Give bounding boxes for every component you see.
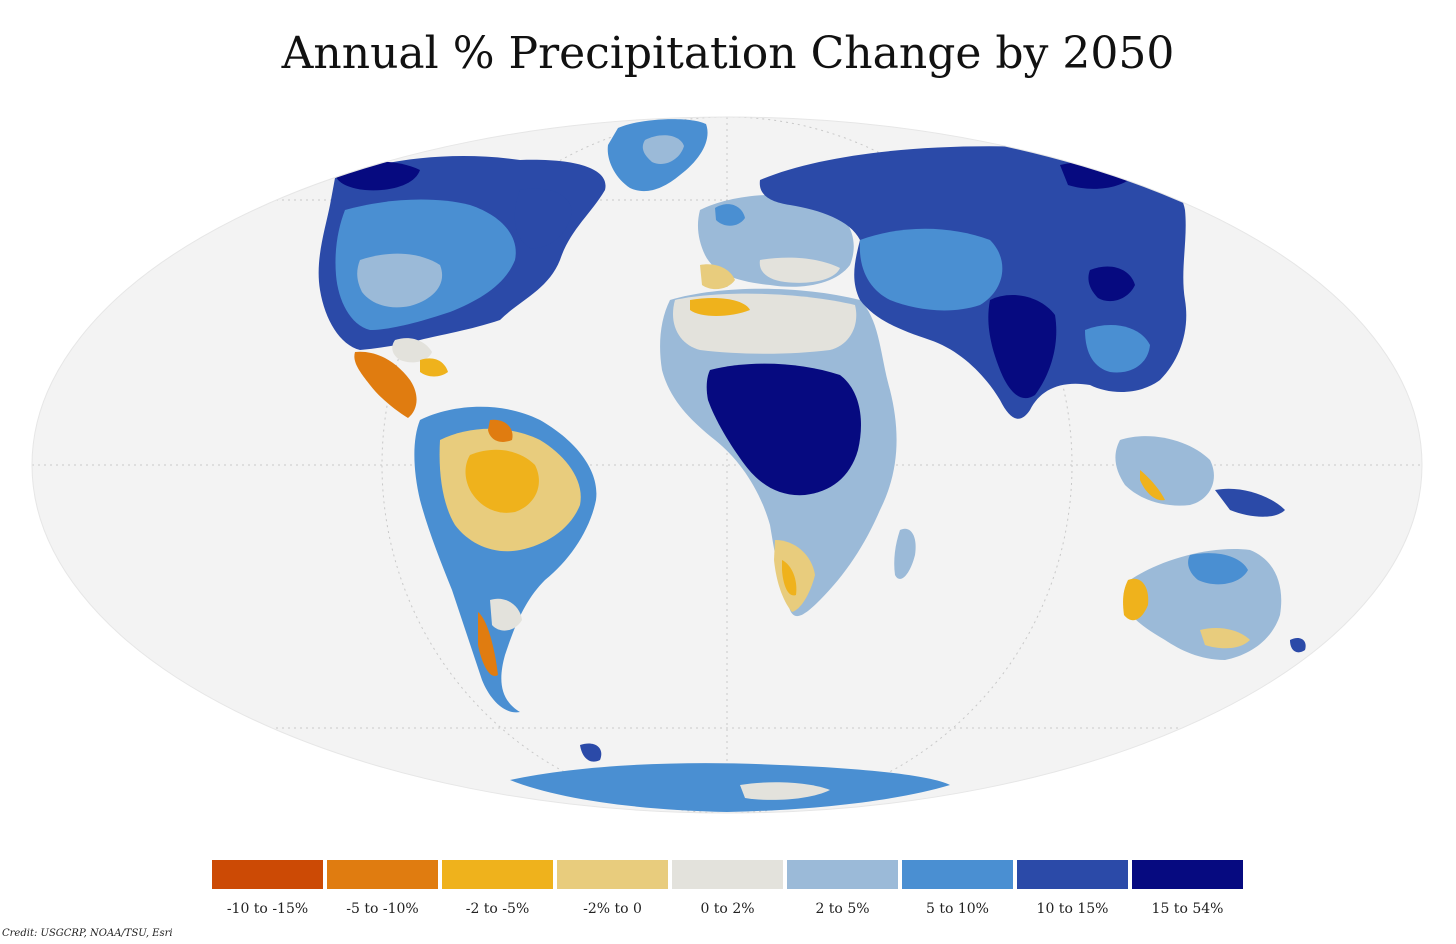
legend-swatch (1017, 860, 1128, 889)
legend-swatch (442, 860, 553, 889)
region-north-america (318, 156, 606, 363)
credit-text: Credit: USGCRP, NOAA/TSU, Esri (2, 928, 173, 939)
legend: -10 to -15% -5 to -10% -2 to -5% -2% to … (212, 860, 1244, 920)
legend-item: 0 to 2% (672, 860, 783, 917)
legend-swatch (557, 860, 668, 889)
legend-item: -5 to -10% (327, 860, 438, 917)
legend-label: 5 to 10% (926, 901, 989, 917)
legend-label: -2 to -5% (465, 901, 530, 917)
legend-swatch (327, 860, 438, 889)
legend-item: 2 to 5% (787, 860, 898, 917)
legend-label: 2 to 5% (815, 901, 870, 917)
region-central-america (354, 351, 448, 418)
legend-item: -2 to -5% (442, 860, 553, 917)
legend-item: 5 to 10% (902, 860, 1013, 917)
legend-label: 10 to 15% (1036, 901, 1109, 917)
legend-swatch (1132, 860, 1243, 889)
region-asia (759, 146, 1285, 517)
legend-swatch (672, 860, 783, 889)
legend-swatch (787, 860, 898, 889)
legend-label: -5 to -10% (346, 901, 419, 917)
legend-label: -2% to 0 (583, 901, 642, 917)
legend-swatch (212, 860, 323, 889)
map-title: Annual % Precipitation Change by 2050 (281, 28, 1175, 79)
region-africa (660, 288, 916, 617)
region-greenland (607, 119, 708, 192)
legend-item: 10 to 15% (1017, 860, 1128, 917)
legend-label: 0 to 2% (700, 901, 755, 917)
legend-item: 15 to 54% (1132, 860, 1243, 917)
legend-swatch (902, 860, 1013, 889)
region-antarctica (510, 743, 950, 812)
legend-item: -2% to 0 (557, 860, 668, 917)
legend-item: -10 to -15% (212, 860, 323, 917)
region-europe (697, 194, 854, 290)
region-south-america (414, 406, 597, 713)
legend-label: 15 to 54% (1151, 901, 1224, 917)
legend-label: -10 to -15% (226, 901, 309, 917)
region-australia (1123, 549, 1306, 660)
